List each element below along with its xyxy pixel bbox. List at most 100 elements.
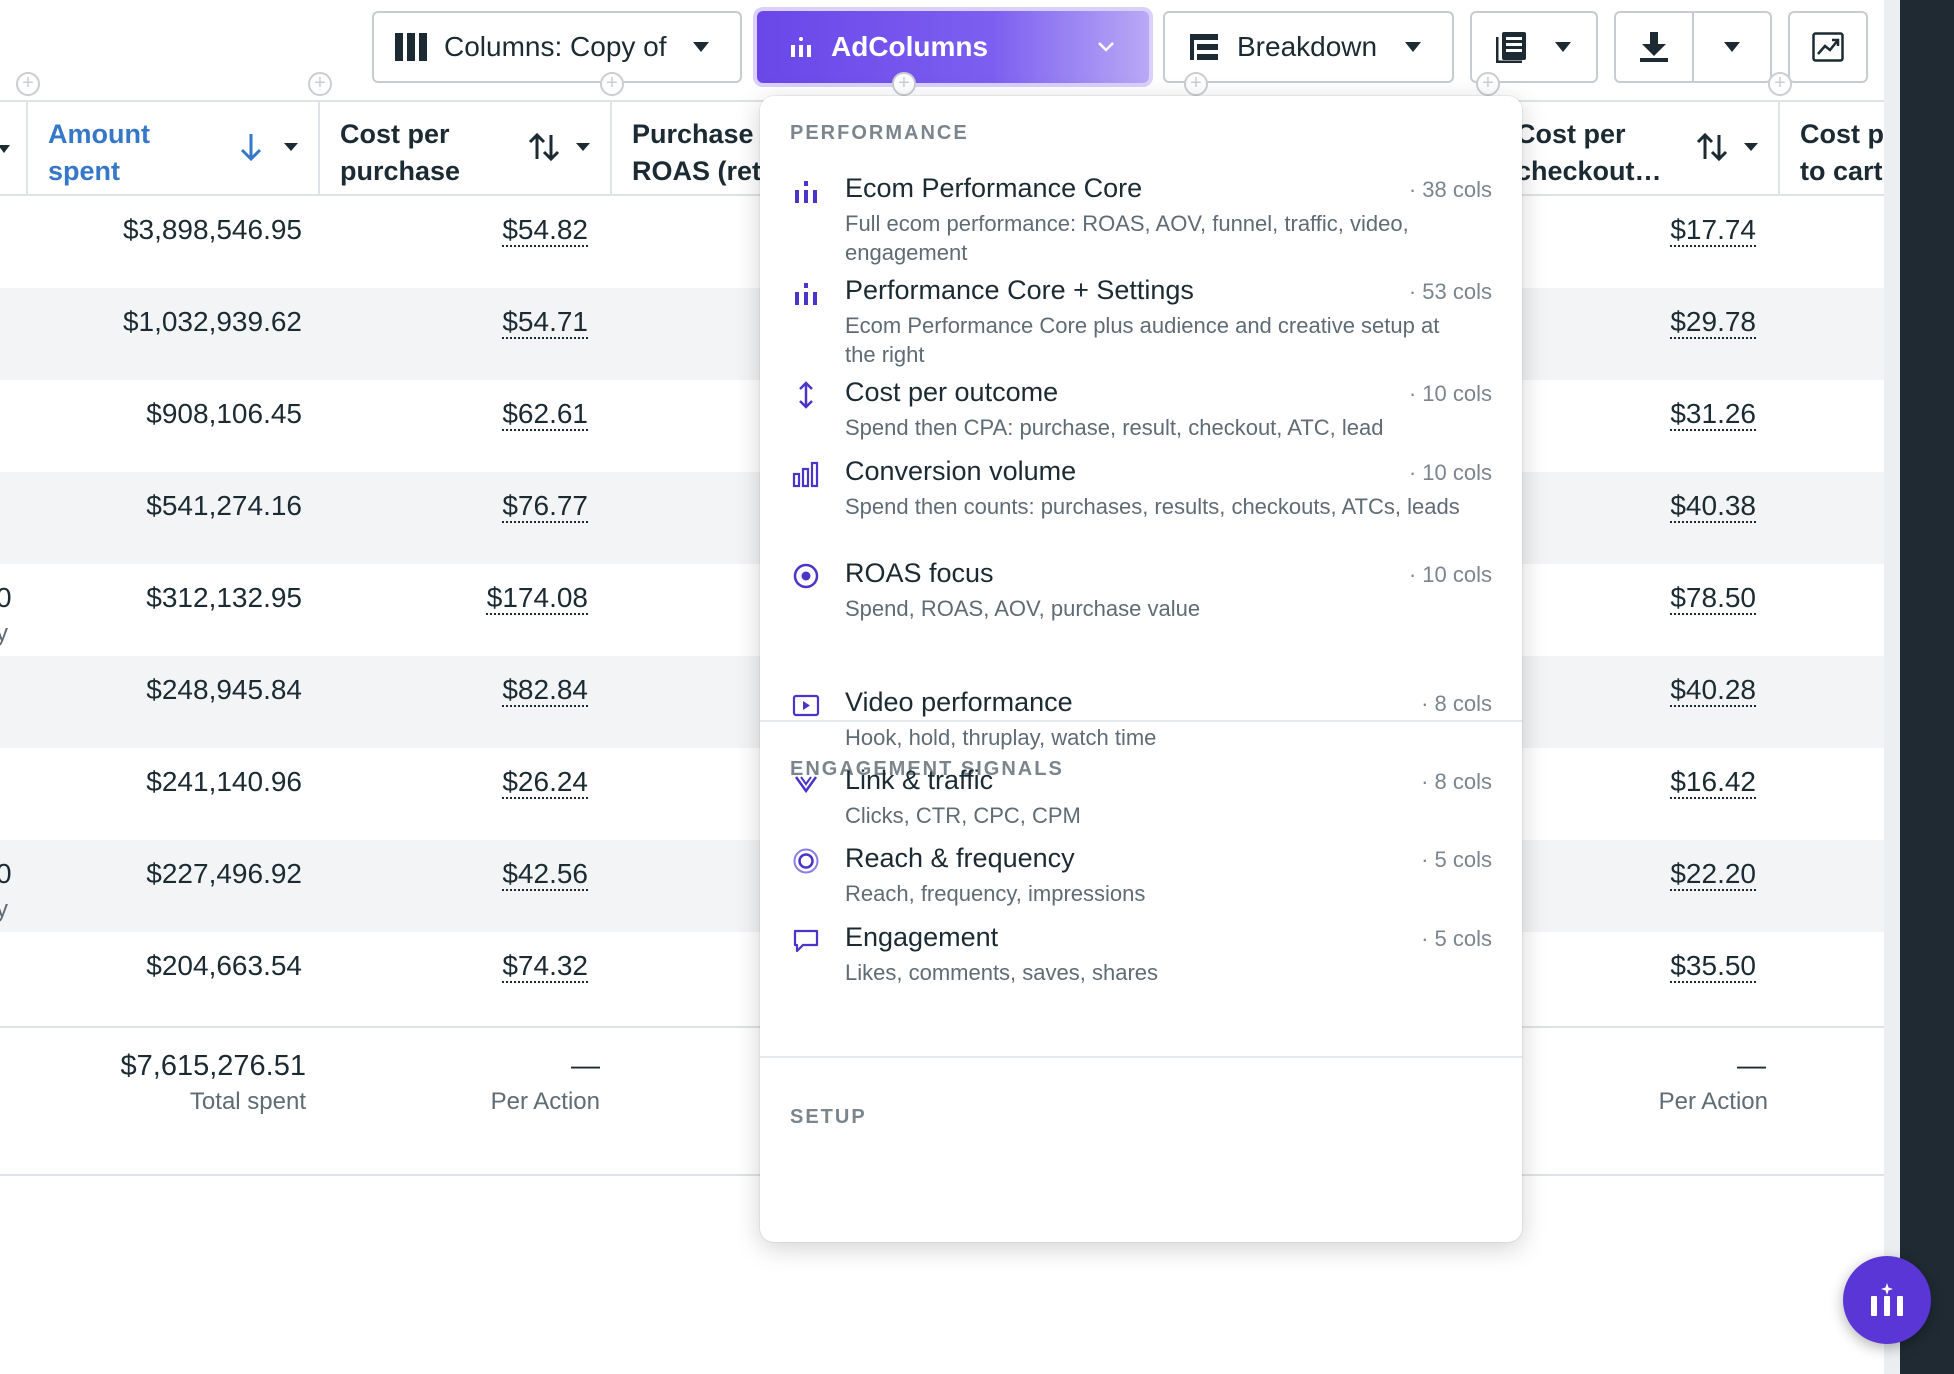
table-row[interactable]: $908,106.45 $62.61 $31.26 <box>0 380 1884 472</box>
column-add-markers: + + + + + + + <box>0 72 1900 96</box>
bar-columns-icon <box>1871 1283 1903 1316</box>
export-button-group <box>1614 11 1772 83</box>
section-title: PERFORMANCE <box>790 122 969 144</box>
preset-col-count: · 53 cols <box>1408 279 1492 304</box>
columns-icon <box>395 33 427 61</box>
cell-cost-per-checkout[interactable]: $17.74 <box>1670 214 1756 245</box>
columns-button-label: Columns: Copy of <box>444 31 667 62</box>
cell-cost-per-checkout[interactable]: $16.42 <box>1670 766 1756 797</box>
header-partial <box>0 102 28 196</box>
section-divider <box>760 720 1522 722</box>
header-cost-per-add-to-cart[interactable]: Cost p to cart <box>1780 102 1884 196</box>
cell-cost-per-purchase[interactable]: $76.77 <box>502 490 588 521</box>
header-purchase-roas-line2: ROAS (ret <box>632 156 762 186</box>
summary-cost-per-purchase: — <box>571 1050 600 1082</box>
table-row[interactable]: $312,132.95 $174.08 $78.50 0 y <box>0 564 1884 656</box>
caret-down-icon[interactable] <box>1744 142 1758 152</box>
adcolumns-button[interactable]: AdColumns <box>757 11 1149 83</box>
preset-name: ROAS focus <box>845 558 994 588</box>
header-cost-per-atc-line1: Cost p <box>1800 119 1884 149</box>
cell-cost-per-purchase[interactable]: $26.24 <box>502 766 588 797</box>
bar-columns-icon <box>792 280 820 308</box>
header-cost-per-checkout[interactable]: Cost per checkout… <box>1500 102 1780 196</box>
cell-cost-per-checkout[interactable]: $35.50 <box>1670 950 1756 981</box>
table-row[interactable]: $241,140.96 $26.24 $16.42 <box>0 748 1884 840</box>
sort-icon[interactable] <box>1696 132 1728 162</box>
target-icon <box>792 562 820 590</box>
column-preset-item[interactable]: Reach & frequency · 5 cols Reach, frequenc… <box>760 843 1522 933</box>
column-preset-item[interactable]: Link & traffic · 8 cols Clicks, CTR, CPC, … <box>760 765 1522 855</box>
preset-description: Likes, comments, saves, shares <box>845 960 1159 985</box>
header-purchase-roas-line1: Purchase <box>632 119 754 149</box>
cell-cost-per-checkout[interactable]: $40.38 <box>1670 490 1756 521</box>
preset-description: Clicks, CTR, CPC, CPM <box>845 803 1081 828</box>
add-column-icon[interactable]: + <box>1476 72 1500 96</box>
column-preset-item[interactable]: Performance Core + Settings · 53 cols Ecom… <box>760 275 1522 367</box>
adcolumns-dropdown: PERFORMANCE Ecom Performance Core · 38 col… <box>760 96 1522 1242</box>
caret-down-icon[interactable] <box>576 142 590 152</box>
download-button[interactable] <box>1616 13 1694 81</box>
cell-amount-spent: $3,898,546.95 <box>122 214 302 245</box>
preset-col-count: · 5 cols <box>1421 926 1492 951</box>
header-cost-per-atc-line2: to cart <box>1800 156 1883 186</box>
cell-cost-per-purchase[interactable]: $82.84 <box>502 674 588 705</box>
cell-cost-per-checkout[interactable]: $29.78 <box>1670 306 1756 337</box>
column-preset-item[interactable]: Ecom Performance Core · 38 cols Full ecom … <box>760 173 1522 265</box>
adcolumns-fab[interactable] <box>1843 1256 1931 1344</box>
click-chevron-icon <box>792 769 820 797</box>
columns-button[interactable]: Columns: Copy of <box>372 11 742 83</box>
column-preset-item[interactable]: Cost per outcome · 10 cols Spend then CPA:… <box>760 377 1522 467</box>
add-column-icon[interactable]: + <box>16 72 40 96</box>
preset-description: Spend then counts: purchases, results, c… <box>845 494 1460 519</box>
cell-cost-per-checkout[interactable]: $40.28 <box>1670 674 1756 705</box>
chevron-down-icon <box>1098 42 1114 52</box>
cell-cost-per-purchase[interactable]: $54.82 <box>502 214 588 245</box>
cell-cost-per-checkout[interactable]: $78.50 <box>1670 582 1756 613</box>
preset-col-count: · 8 cols <box>1421 769 1492 794</box>
header-amount-spent[interactable]: Amount spent <box>28 102 320 196</box>
preset-description: Hook, hold, thruplay, watch time <box>845 725 1157 750</box>
column-preset-item[interactable]: Conversion volume · 10 cols Spend then cou… <box>760 456 1522 546</box>
add-column-icon[interactable]: + <box>308 72 332 96</box>
cell-cost-per-checkout[interactable]: $22.20 <box>1670 858 1756 889</box>
sort-icon[interactable] <box>528 132 560 162</box>
header-purchase-roas[interactable]: Purchase ROAS (ret <box>612 102 912 196</box>
add-column-icon[interactable]: + <box>600 72 624 96</box>
cell-cost-per-purchase[interactable]: $54.71 <box>502 306 588 337</box>
preset-description: Spend, ROAS, AOV, purchase value <box>845 596 1201 621</box>
cell-cost-per-purchase[interactable]: $42.56 <box>502 858 588 889</box>
summary-cost-per-checkout-label: Per Action <box>1658 1088 1768 1115</box>
add-column-icon[interactable]: + <box>1184 72 1208 96</box>
cell-cost-per-purchase[interactable]: $62.61 <box>502 398 588 429</box>
cell-cost-per-purchase[interactable]: $174.08 <box>486 582 588 613</box>
cell-cost-per-checkout[interactable]: $31.26 <box>1670 398 1756 429</box>
cell-truncated-left-sub: y <box>0 896 8 923</box>
chart-button[interactable] <box>1788 11 1868 83</box>
preset-name: Performance Core + Settings <box>845 275 1194 305</box>
cell-truncated-left: 0 <box>0 858 12 889</box>
column-preset-item[interactable]: ROAS focus · 10 cols Spend, ROAS, AOV, pur… <box>760 558 1522 648</box>
header-cost-per-purchase[interactable]: Cost per purchase <box>320 102 612 196</box>
preset-col-count: · 5 cols <box>1421 847 1492 872</box>
add-column-icon[interactable]: + <box>1768 72 1792 96</box>
column-preset-item[interactable]: Engagement · 5 cols Likes, comments, saves… <box>760 922 1522 1012</box>
horizontal-scroll-gutter[interactable] <box>1884 0 1900 1374</box>
breakdown-icon <box>1190 34 1218 60</box>
cell-cost-per-purchase[interactable]: $74.32 <box>502 950 588 981</box>
sort-desc-icon[interactable] <box>240 132 262 162</box>
preset-col-count: · 10 cols <box>1408 381 1492 406</box>
table-row[interactable]: $3,898,546.95 $54.82 $17.74 <box>0 196 1884 288</box>
breakdown-button[interactable]: Breakdown <box>1163 11 1454 83</box>
summary-amount-spent: $7,615,276.51 <box>120 1050 306 1082</box>
preset-name: Reach & frequency <box>845 843 1075 873</box>
add-column-icon[interactable]: + <box>892 72 916 96</box>
export-options-button[interactable] <box>1694 13 1770 81</box>
cell-amount-spent: $541,274.16 <box>146 490 302 521</box>
column-preset-item[interactable]: Video performance · 8 cols Hook, hold, thr… <box>760 687 1522 777</box>
preset-name: Ecom Performance Core <box>845 173 1143 203</box>
caret-down-icon[interactable] <box>284 142 298 152</box>
caret-down-icon <box>1405 42 1421 52</box>
table-row[interactable]: $204,663.54 $74.32 $35.50 <box>0 932 1884 1024</box>
reports-button[interactable] <box>1470 11 1598 83</box>
header-amount-spent-line2: spent <box>48 156 121 186</box>
